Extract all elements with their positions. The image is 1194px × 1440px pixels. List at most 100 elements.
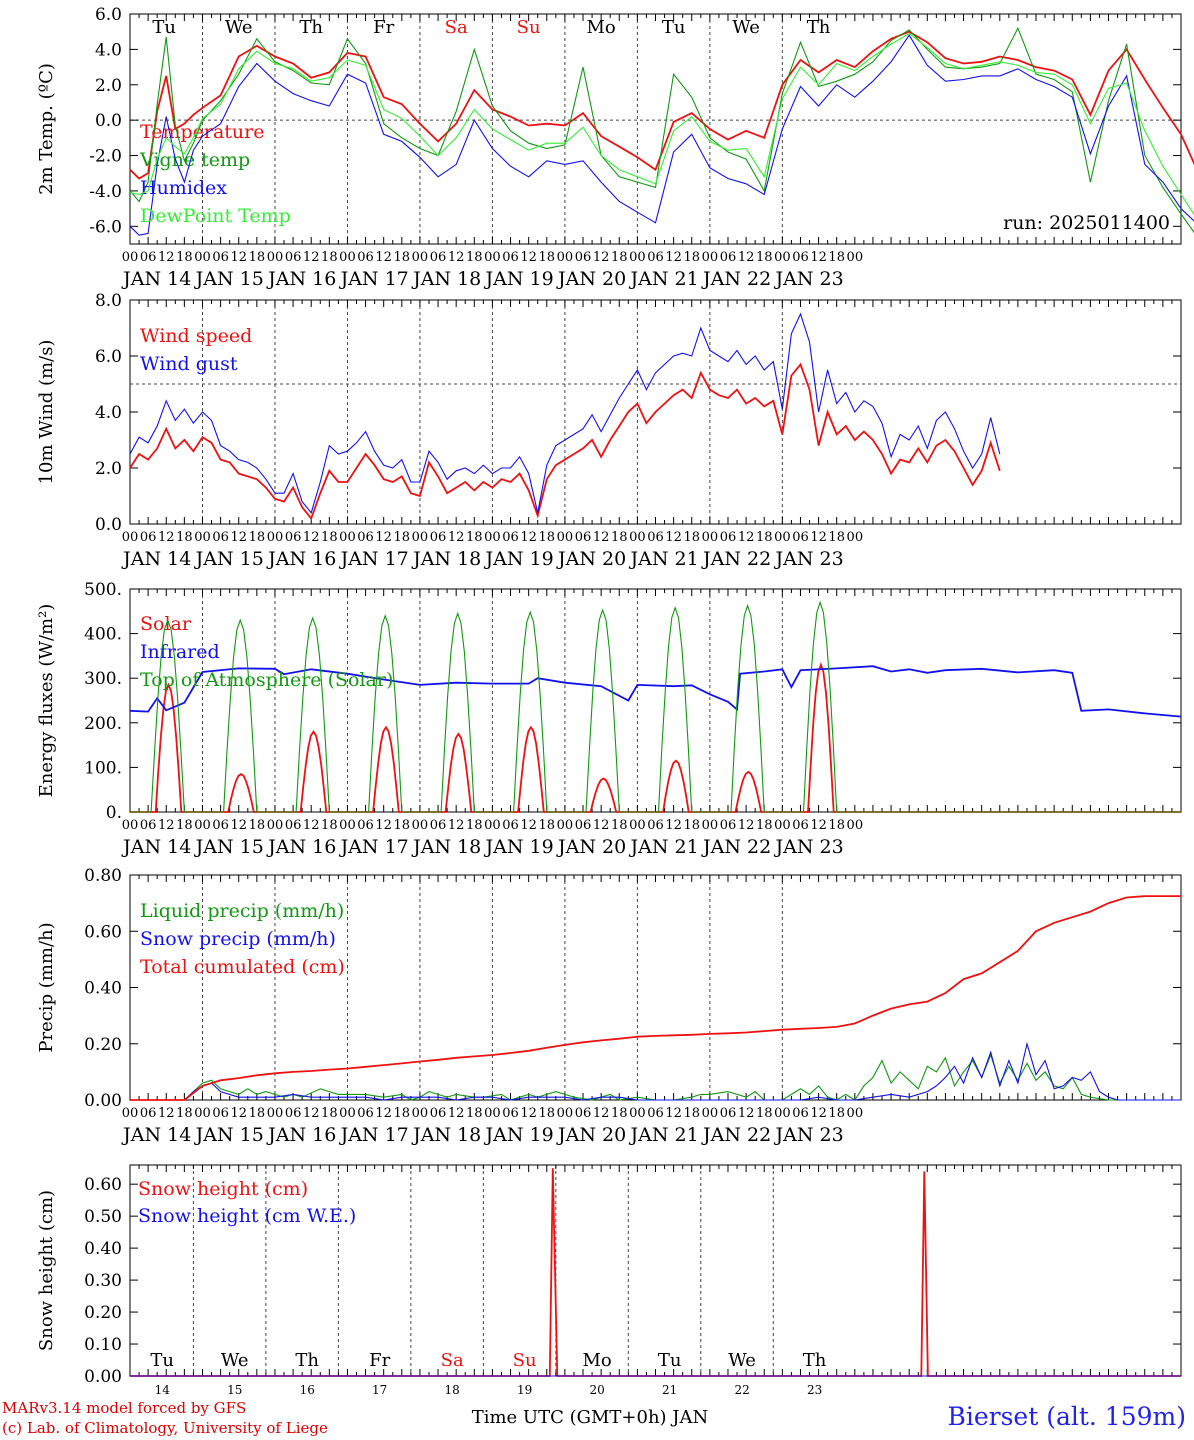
date-label: JAN 22 (701, 548, 771, 570)
date-label: JAN 16 (266, 548, 336, 570)
date-label: JAN 21 (629, 836, 699, 858)
hour-label: 00 (484, 1106, 501, 1121)
legend-label: DewPoint Temp (140, 205, 291, 227)
hour-label: 00 (557, 818, 574, 833)
date-label: JAN 22 (701, 1124, 771, 1146)
hour-label: 06 (430, 250, 447, 265)
hour-label: 12 (520, 1106, 537, 1121)
hour-label: 18 (176, 530, 193, 545)
hour-label: 12 (448, 530, 465, 545)
weekday-label: Tu (662, 17, 686, 38)
hour-label: 18 (321, 818, 338, 833)
y-axis-label: 2m Temp. (ºC) (36, 63, 57, 195)
day-number: 18 (445, 1383, 460, 1397)
hour-label: 00 (557, 250, 574, 265)
day-number: 22 (734, 1383, 749, 1397)
hour-label: 00 (412, 250, 429, 265)
hour-label: 06 (357, 818, 374, 833)
hour-label: 18 (394, 250, 411, 265)
weekday-label: Fr (373, 17, 394, 38)
hour-label: 12 (448, 250, 465, 265)
weekday-label: Th (807, 17, 831, 38)
hour-label: 18 (756, 250, 773, 265)
hour-label: 12 (738, 530, 755, 545)
series-line-green (129, 26, 1194, 234)
hour-label: 06 (647, 250, 664, 265)
hour-label: 18 (611, 250, 628, 265)
hour-label: 12 (593, 1106, 610, 1121)
weekday-label: Th (803, 1350, 827, 1371)
hour-label: 12 (158, 530, 175, 545)
weekday-label: Sa (441, 1350, 464, 1371)
y-tick-label: 2.0 (95, 459, 122, 479)
hour-label: 12 (520, 530, 537, 545)
hour-label: 00 (557, 1106, 574, 1121)
hour-label: 06 (647, 530, 664, 545)
hour-label: 18 (683, 530, 700, 545)
hour-label: 18 (321, 1106, 338, 1121)
hour-label: 12 (230, 250, 247, 265)
y-tick-label: 100. (84, 758, 122, 778)
y-tick-label: 300. (84, 669, 122, 689)
hour-label: 18 (466, 1106, 483, 1121)
hour-label: 06 (575, 250, 592, 265)
date-label: JAN 19 (484, 1124, 554, 1146)
hour-label: 12 (230, 530, 247, 545)
date-label: JAN 22 (701, 268, 771, 290)
hour-label: 06 (285, 818, 302, 833)
hour-label: 12 (375, 1106, 392, 1121)
day-number: 17 (372, 1383, 387, 1397)
date-label: JAN 15 (194, 548, 264, 570)
legend-label: Total cumulated (cm) (140, 956, 345, 978)
run-annotation: run: 2025011400 (1003, 212, 1170, 234)
hour-label: 18 (683, 250, 700, 265)
date-label: JAN 14 (121, 1124, 191, 1146)
hour-label: 00 (194, 818, 211, 833)
hour-label: 12 (665, 818, 682, 833)
hour-label: 18 (394, 530, 411, 545)
hour-label: 06 (430, 1106, 447, 1121)
hour-label: 06 (575, 530, 592, 545)
weekday-label: Su (517, 17, 541, 38)
hour-label: 12 (158, 818, 175, 833)
date-label: JAN 15 (194, 1124, 264, 1146)
date-label: JAN 17 (339, 268, 409, 290)
weekday-label: We (728, 1350, 756, 1371)
date-label: JAN 20 (556, 1124, 626, 1146)
hour-label: 00 (267, 530, 284, 545)
y-tick-label: 0.80 (84, 866, 122, 886)
y-tick-label: 0.40 (84, 979, 122, 999)
hour-label: 06 (357, 1106, 374, 1121)
hour-label: 06 (720, 1106, 737, 1121)
hour-label: 12 (448, 1106, 465, 1121)
series-line-green (130, 1053, 1181, 1101)
legend-label: Snow height (cm W.E.) (138, 1205, 356, 1227)
date-label: JAN 14 (121, 836, 191, 858)
hour-label: 12 (303, 818, 320, 833)
hour-label: 12 (303, 1106, 320, 1121)
hour-label: 18 (466, 530, 483, 545)
date-label: JAN 18 (411, 268, 481, 290)
y-axis-label: Snow height (cm) (36, 1190, 57, 1351)
hour-label: 00 (774, 818, 791, 833)
series-line-blue (129, 665, 1182, 718)
y-tick-label: 4.0 (95, 40, 122, 60)
panel-1: 6.04.02.00.0-2.0-4.0-6.02m Temp. (ºC)00 0… (36, 5, 1194, 290)
hour-label: 00 (194, 250, 211, 265)
hour-label: 00 (484, 818, 501, 833)
date-label: JAN 17 (339, 1124, 409, 1146)
day-number: 15 (227, 1383, 242, 1397)
hour-label: 00 (702, 250, 719, 265)
y-tick-label: 6.0 (95, 5, 122, 25)
series-line-red (130, 895, 1181, 1101)
hour-label: 06 (502, 1106, 519, 1121)
hour-label: 06 (575, 818, 592, 833)
legend-label: Temperature (140, 121, 264, 143)
hour-label: 06 (502, 818, 519, 833)
date-label: JAN 21 (629, 548, 699, 570)
panel-3: 500. 400. 300. 200. 100. 0. Energy fluxes (W/m… (36, 580, 1182, 858)
hour-label: 12 (448, 818, 465, 833)
hour-label: 12 (158, 250, 175, 265)
